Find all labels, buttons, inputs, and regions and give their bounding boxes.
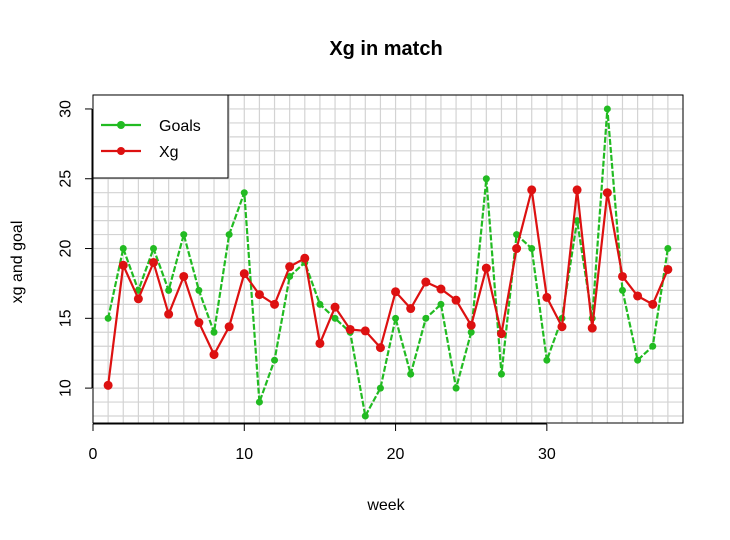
data-point-xg <box>542 292 552 302</box>
data-point-xg <box>345 324 355 334</box>
x-tick-label: 10 <box>235 446 253 463</box>
x-tick-label: 0 <box>89 446 98 463</box>
data-point-goals <box>150 245 158 253</box>
data-point-xg <box>254 290 264 300</box>
data-point-xg <box>496 329 506 339</box>
data-point-goals <box>104 314 112 322</box>
data-point-xg <box>209 350 219 360</box>
data-point-goals <box>286 272 294 280</box>
data-point-xg <box>527 185 537 195</box>
data-point-xg <box>648 299 658 309</box>
legend-label-goals: Goals <box>159 118 201 135</box>
data-point-xg <box>149 257 159 267</box>
data-point-xg <box>663 264 673 274</box>
y-tick-label: 15 <box>58 309 75 327</box>
legend-label-xg: Xg <box>159 144 179 161</box>
data-point-goals <box>407 370 415 378</box>
data-point-xg <box>587 323 597 333</box>
data-point-goals <box>497 370 505 378</box>
data-point-goals <box>119 245 127 253</box>
plot-area <box>92 94 684 424</box>
series-line-xg <box>107 189 669 386</box>
data-point-goals <box>165 286 173 294</box>
y-axis-label: xg and goal <box>9 221 26 304</box>
data-point-xg <box>270 299 280 309</box>
series-line-goals <box>107 108 669 420</box>
legend-marker-xg <box>117 147 125 155</box>
data-point-goals <box>482 175 490 183</box>
data-point-goals <box>240 189 248 197</box>
data-point-xg <box>194 318 204 328</box>
data-point-goals <box>513 231 521 239</box>
x-axis-label: week <box>366 497 405 514</box>
data-point-xg <box>633 291 643 301</box>
x-tick-label: 30 <box>538 446 556 463</box>
data-point-xg <box>133 294 143 304</box>
data-point-xg <box>375 343 385 353</box>
data-point-xg <box>164 309 174 319</box>
data-point-goals <box>361 412 369 420</box>
data-point-xg <box>481 263 491 273</box>
legend-box <box>92 94 229 179</box>
data-point-goals <box>255 398 263 406</box>
data-point-xg <box>118 260 128 270</box>
data-point-xg <box>330 302 340 312</box>
y-tick-label: 10 <box>58 379 75 397</box>
chart-title: Xg in match <box>329 38 442 60</box>
x-tick-label: 20 <box>387 446 405 463</box>
data-point-goals <box>634 356 642 364</box>
data-point-xg <box>300 253 310 263</box>
data-point-xg <box>239 269 249 279</box>
data-point-xg <box>572 185 582 195</box>
data-point-goals <box>618 286 626 294</box>
data-point-xg <box>285 262 295 272</box>
data-point-xg <box>421 277 431 287</box>
data-point-goals <box>195 286 203 294</box>
data-point-goals <box>543 356 551 364</box>
data-point-goals <box>210 328 218 336</box>
data-point-goals <box>573 217 581 225</box>
data-point-xg <box>406 304 416 314</box>
data-point-goals <box>331 314 339 322</box>
data-point-goals <box>271 356 279 364</box>
data-point-xg <box>466 320 476 330</box>
data-point-goals <box>316 300 324 308</box>
y-tick-label: 20 <box>58 240 75 258</box>
data-point-goals <box>376 384 384 392</box>
data-point-goals <box>225 231 233 239</box>
data-point-goals <box>603 105 611 113</box>
data-point-goals <box>452 384 460 392</box>
data-point-goals <box>392 314 400 322</box>
data-point-xg <box>617 271 627 281</box>
data-point-goals <box>467 328 475 336</box>
legend: Goals Xg <box>92 94 229 179</box>
data-point-xg <box>360 326 370 336</box>
data-point-xg <box>602 188 612 198</box>
data-point-xg <box>315 338 325 348</box>
data-point-xg <box>557 322 567 332</box>
y-tick-label: 25 <box>58 170 75 188</box>
data-point-goals <box>180 231 188 239</box>
data-point-xg <box>224 322 234 332</box>
series-layer <box>103 105 673 420</box>
legend-marker-goals <box>117 121 125 129</box>
data-point-goals <box>437 300 445 308</box>
data-point-xg <box>103 380 113 390</box>
data-point-goals <box>422 314 430 322</box>
data-point-xg <box>451 295 461 305</box>
data-point-xg <box>391 287 401 297</box>
data-point-xg <box>512 244 522 254</box>
data-point-goals <box>649 342 657 350</box>
data-point-xg <box>179 271 189 281</box>
data-point-goals <box>528 245 536 253</box>
y-tick-label: 30 <box>58 100 75 118</box>
data-point-xg <box>436 284 446 294</box>
data-point-goals <box>664 245 672 253</box>
axes: 0 10 20 30 10 15 20 25 30 <box>58 100 556 463</box>
